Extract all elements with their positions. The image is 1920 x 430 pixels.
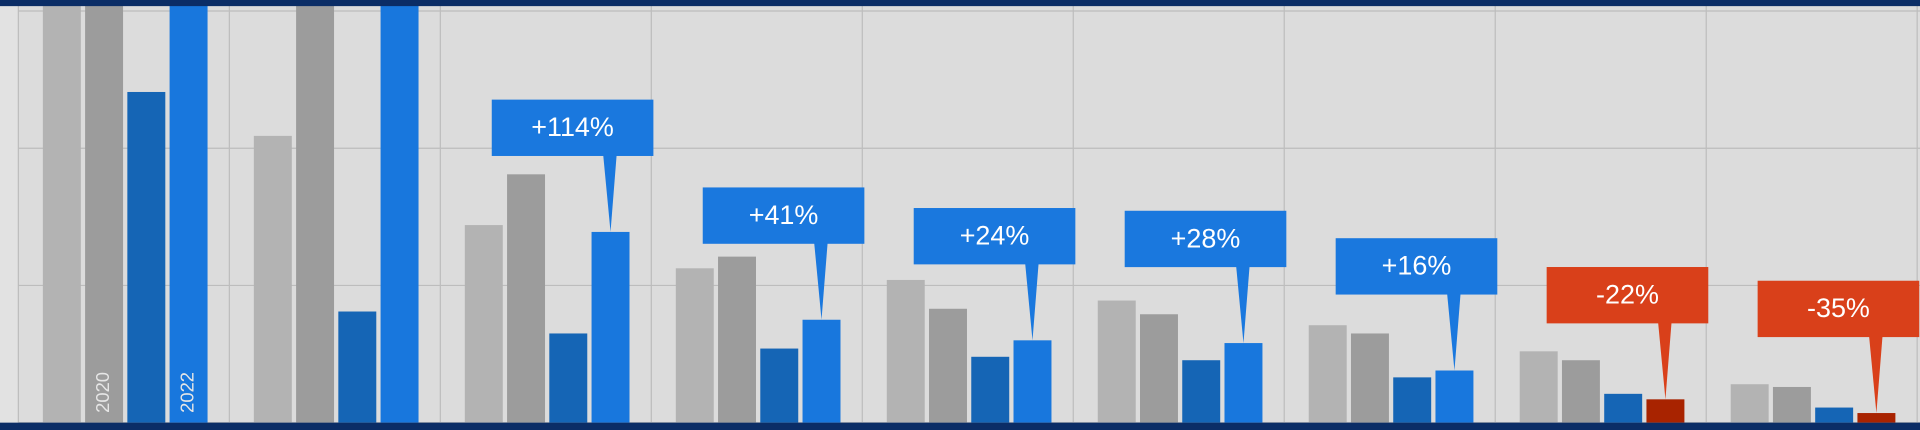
- top-border: [0, 0, 1920, 7]
- bar: [549, 333, 588, 423]
- bar: [1393, 377, 1432, 423]
- bar: [1730, 384, 1769, 423]
- callout-box: [491, 99, 654, 156]
- bar: [1815, 407, 1854, 423]
- callout-box: [1757, 280, 1920, 338]
- bar: [253, 135, 292, 423]
- callout-label: -22%: [1596, 280, 1659, 310]
- bar: [1435, 370, 1474, 423]
- callout-box: [1124, 210, 1287, 268]
- bar: [1772, 386, 1811, 423]
- bar: [169, 0, 208, 423]
- bar: [507, 174, 546, 423]
- callout-pointer: [814, 242, 828, 320]
- bar: [464, 225, 503, 423]
- bar: [42, 0, 81, 423]
- callout-label: +16%: [1382, 251, 1452, 281]
- bar: [1140, 314, 1178, 423]
- bar: [718, 256, 756, 423]
- bar: [1857, 413, 1896, 423]
- callout-box: [913, 208, 1076, 265]
- callout-label: +28%: [1171, 223, 1241, 253]
- bar: [127, 91, 166, 423]
- bar: [1308, 325, 1347, 423]
- callout-box: [1335, 238, 1498, 295]
- bar: [1013, 340, 1052, 423]
- callout-box: [1546, 267, 1709, 324]
- callout-label: -35%: [1807, 293, 1870, 323]
- series-label: 2022: [176, 372, 197, 413]
- bottom-border: [0, 422, 1920, 430]
- callout-pointer: [1658, 322, 1672, 400]
- bar: [1182, 360, 1221, 423]
- callout-label: +41%: [749, 200, 819, 230]
- callout-label: +114%: [531, 112, 614, 142]
- bar: [296, 0, 335, 423]
- bar: [929, 308, 967, 423]
- callout-pointer: [1447, 293, 1461, 371]
- bar: [760, 348, 799, 423]
- bar: [1350, 333, 1389, 423]
- bar: [675, 268, 714, 423]
- bar: [1097, 300, 1136, 423]
- bar: [1224, 343, 1263, 423]
- bar: [1561, 360, 1600, 423]
- callout-pointer: [603, 154, 617, 232]
- callout-pointer: [1025, 263, 1039, 341]
- bar: [1519, 351, 1558, 423]
- bar: [802, 319, 841, 423]
- bar: [1604, 393, 1643, 423]
- bar: [380, 0, 419, 423]
- bar: [886, 279, 925, 423]
- bar: [338, 311, 377, 423]
- callout-label: +24%: [960, 221, 1030, 251]
- series-label: 2020: [92, 372, 113, 413]
- bar: [591, 231, 630, 423]
- callout-pointer: [1236, 265, 1250, 344]
- callout-box: [702, 187, 865, 244]
- left-strip: [0, 0, 19, 430]
- bar: [1646, 399, 1685, 423]
- bar: [85, 0, 124, 423]
- callout-pointer: [1869, 335, 1883, 414]
- bar: [971, 356, 1010, 423]
